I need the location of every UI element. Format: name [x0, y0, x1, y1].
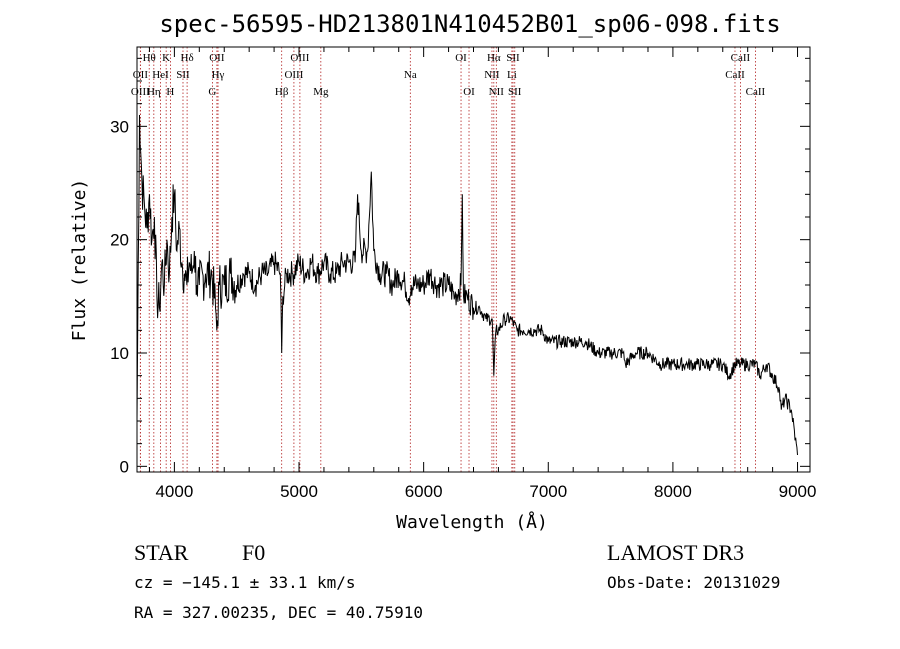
spectral-line-label: Hη — [147, 86, 161, 98]
spectral-line-label: NII — [489, 86, 505, 98]
spectral-line-label: SII — [508, 86, 522, 98]
spectral-line-label: OIII — [131, 86, 150, 98]
spectral-line-label: HeI — [152, 69, 169, 81]
spectral-line-label: Hα — [487, 52, 501, 64]
x-tick-label: 5000 — [280, 482, 318, 501]
y-tick-label: 0 — [120, 457, 129, 476]
spectral-line-label: OII — [133, 69, 149, 81]
spectral-line-markers — [139, 47, 756, 472]
object-subclass: F0 — [242, 540, 266, 565]
spectral-line-label: K — [162, 52, 170, 64]
x-tick-label: 9000 — [779, 482, 817, 501]
y-tick-label: 20 — [110, 231, 129, 250]
spectral-line-label: H — [166, 86, 174, 98]
x-tick-label: 8000 — [654, 482, 692, 501]
spectral-line-label: OI — [455, 52, 467, 64]
spectral-line-label: Mg — [313, 86, 329, 98]
x-axis-label: Wavelength (Å) — [396, 511, 548, 533]
spectral-line-label: Hθ — [143, 52, 156, 64]
spectral-line-label: G — [208, 86, 216, 98]
survey-name: LAMOST DR3 — [607, 540, 745, 565]
redshift-cz: cz = −145.1 ± 33.1 km/s — [134, 573, 356, 592]
x-axis-ticks: 4000 5000 6000 7000 8000 9000 — [148, 47, 817, 501]
observation-date: Obs-Date: 20131029 — [607, 573, 781, 592]
spectral-line-label: CaII — [746, 86, 766, 98]
spectral-line-label: OIII — [290, 52, 309, 64]
spectral-line-label: SII — [176, 69, 190, 81]
y-axis-label: Flux (relative) — [69, 179, 90, 342]
y-axis-ticks: 0 10 20 30 — [110, 57, 810, 476]
spectral-line-label: Na — [404, 69, 417, 81]
spectral-line-label: Li — [507, 69, 517, 81]
spectral-line-label: CaII — [725, 69, 745, 81]
object-type: STAR — [134, 540, 189, 565]
spectral-line-label: SII — [506, 52, 520, 64]
x-tick-label: 6000 — [405, 482, 443, 501]
spectral-line-label: CaII — [731, 52, 751, 64]
y-tick-label: 30 — [110, 117, 129, 136]
ra-dec-coordinates: RA = 327.00235, DEC = 40.75910 — [134, 603, 423, 622]
spectral-line-label: NII — [484, 69, 500, 81]
chart-title: spec-56595-HD213801N410452B01_sp06-098.f… — [159, 10, 780, 38]
plot-frame — [136, 46, 811, 473]
y-tick-label: 10 — [110, 344, 129, 363]
x-tick-label: 7000 — [529, 482, 567, 501]
spectral-line-label: OI — [463, 86, 475, 98]
spectral-line-label: Hβ — [275, 86, 289, 98]
spectral-line-label: OIII — [284, 69, 303, 81]
spectral-line-label: OII — [209, 52, 225, 64]
spectral-line-label: Hγ — [212, 69, 225, 81]
x-tick-label: 4000 — [155, 482, 193, 501]
flux-series-line — [136, 114, 798, 456]
spectral-line-label: Hδ — [181, 52, 194, 64]
